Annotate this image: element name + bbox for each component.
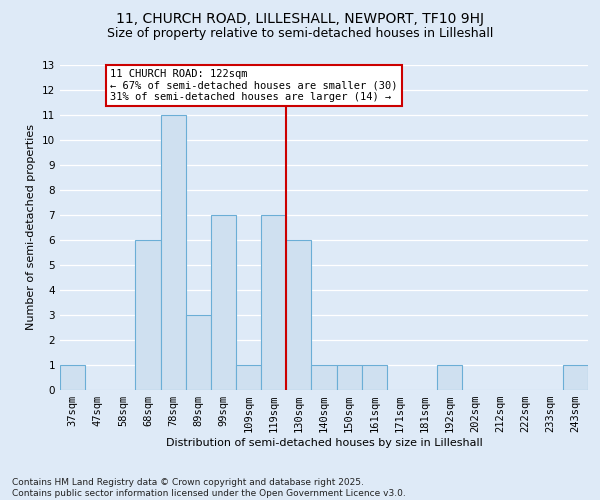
Bar — [60, 365, 85, 390]
Text: 11, CHURCH ROAD, LILLESHALL, NEWPORT, TF10 9HJ: 11, CHURCH ROAD, LILLESHALL, NEWPORT, TF… — [116, 12, 484, 26]
Bar — [286, 240, 311, 390]
Y-axis label: Number of semi-detached properties: Number of semi-detached properties — [26, 124, 37, 330]
Bar — [261, 215, 286, 390]
Text: Contains HM Land Registry data © Crown copyright and database right 2025.
Contai: Contains HM Land Registry data © Crown c… — [12, 478, 406, 498]
Bar — [136, 240, 161, 390]
Text: 11 CHURCH ROAD: 122sqm
← 67% of semi-detached houses are smaller (30)
31% of sem: 11 CHURCH ROAD: 122sqm ← 67% of semi-det… — [110, 68, 398, 102]
Bar — [211, 215, 236, 390]
Bar — [161, 115, 186, 390]
Bar — [186, 315, 211, 390]
Bar — [311, 365, 337, 390]
Bar — [337, 365, 362, 390]
Bar — [563, 365, 588, 390]
Bar — [236, 365, 261, 390]
Text: Size of property relative to semi-detached houses in Lilleshall: Size of property relative to semi-detach… — [107, 28, 493, 40]
Bar — [437, 365, 462, 390]
X-axis label: Distribution of semi-detached houses by size in Lilleshall: Distribution of semi-detached houses by … — [166, 438, 482, 448]
Bar — [362, 365, 387, 390]
